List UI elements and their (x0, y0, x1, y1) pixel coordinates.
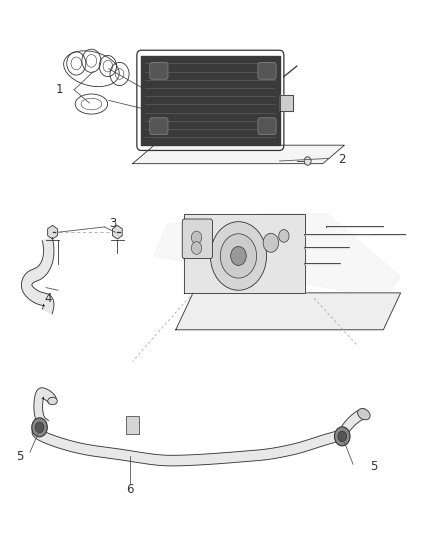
Text: 1: 1 (55, 83, 63, 96)
Circle shape (191, 231, 202, 244)
FancyBboxPatch shape (127, 416, 139, 434)
Polygon shape (154, 214, 401, 298)
Circle shape (304, 157, 311, 165)
Polygon shape (279, 95, 293, 111)
Circle shape (338, 431, 346, 442)
Circle shape (220, 234, 257, 278)
FancyBboxPatch shape (258, 62, 276, 79)
Circle shape (231, 246, 246, 265)
Circle shape (210, 222, 267, 290)
Polygon shape (133, 145, 344, 164)
Polygon shape (338, 409, 364, 438)
Polygon shape (21, 237, 54, 314)
Text: 5: 5 (370, 461, 378, 473)
FancyBboxPatch shape (258, 118, 276, 135)
FancyBboxPatch shape (150, 118, 168, 135)
Circle shape (32, 418, 47, 437)
FancyBboxPatch shape (150, 62, 168, 79)
Text: 5: 5 (16, 450, 24, 463)
Circle shape (279, 230, 289, 242)
Circle shape (335, 427, 350, 446)
FancyBboxPatch shape (182, 219, 212, 259)
Text: 4: 4 (44, 292, 52, 305)
Polygon shape (48, 225, 57, 239)
Polygon shape (141, 55, 279, 145)
Polygon shape (34, 388, 57, 429)
Text: 6: 6 (127, 482, 134, 496)
Ellipse shape (357, 408, 370, 420)
Text: 3: 3 (110, 217, 117, 230)
Circle shape (263, 233, 279, 252)
Text: 2: 2 (338, 153, 346, 166)
Polygon shape (32, 425, 343, 466)
Polygon shape (176, 293, 401, 330)
Polygon shape (184, 214, 305, 293)
Circle shape (35, 422, 44, 433)
Circle shape (191, 241, 202, 254)
Ellipse shape (48, 397, 57, 405)
Polygon shape (113, 225, 122, 239)
